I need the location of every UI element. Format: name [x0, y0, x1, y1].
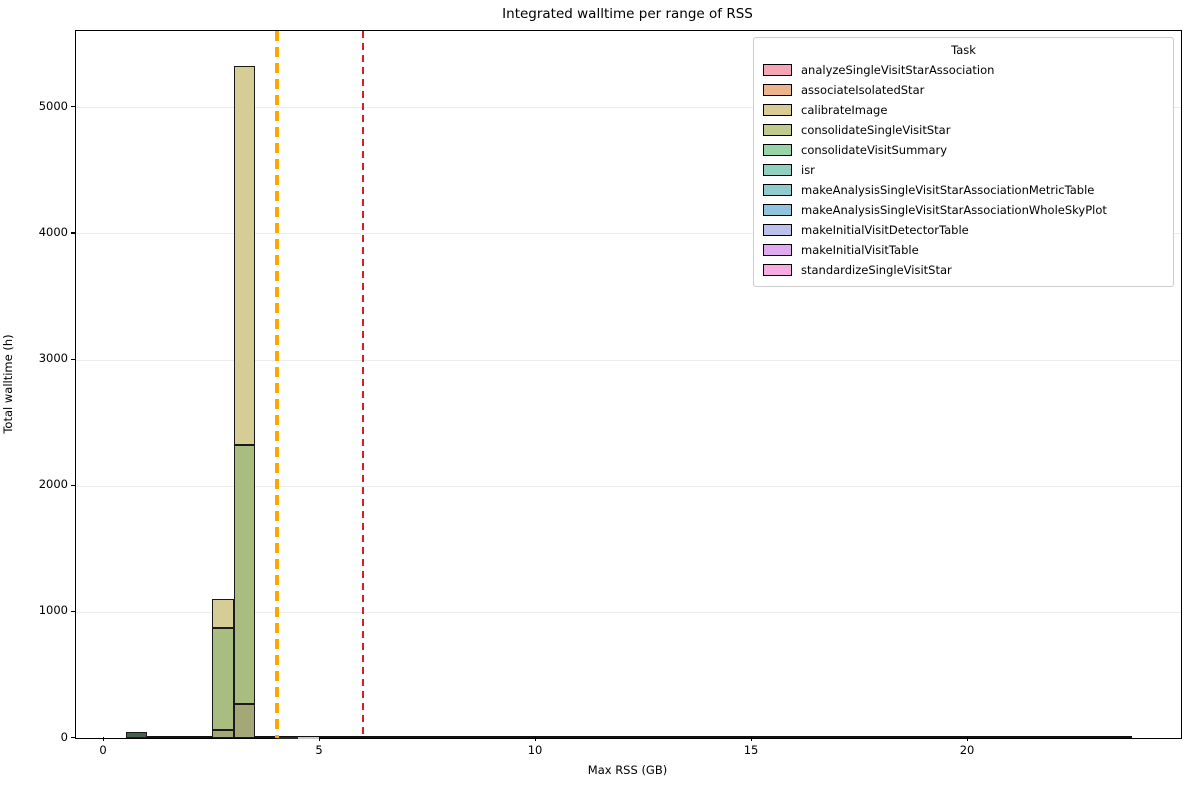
legend-item-0: analyzeSingleVisitStarAssociation — [754, 60, 1173, 80]
vline-threshold-4gb — [275, 31, 279, 738]
legend-swatch-icon — [763, 144, 792, 156]
histogram-bar-0.5-1-segment-0 — [125, 731, 148, 738]
x-tick-label-15: 15 — [743, 743, 759, 757]
vline-threshold-6gb — [362, 31, 365, 738]
y-tick-label-5000: 5000 — [38, 98, 68, 113]
legend-item-label: consolidateSingleVisitStar — [801, 123, 951, 137]
legend-item-4: consolidateVisitSummary — [754, 140, 1173, 160]
x-tick-5 — [319, 737, 321, 741]
legend-swatch-icon — [763, 184, 792, 196]
histogram-bar-3-3.5-segment-1 — [233, 444, 256, 704]
legend-item-label: consolidateVisitSummary — [801, 143, 948, 157]
legend-item-label: standardizeSingleVisitStar — [801, 263, 952, 277]
legend-item-2: calibrateImage — [754, 100, 1173, 120]
legend-item-label: makeInitialVisitTable — [801, 243, 919, 257]
y-tick-label-1000: 1000 — [38, 603, 68, 618]
gridline-y-5000 — [76, 107, 1181, 109]
y-axis-label: Total walltime (h) — [1, 334, 15, 434]
x-axis-label: Max RSS (GB) — [587, 763, 668, 777]
legend-item-7: makeAnalysisSingleVisitStarAssociationWh… — [754, 200, 1173, 220]
histogram-bar-2.5-3-segment-2 — [212, 599, 234, 628]
gridline-y-4000 — [76, 233, 1181, 235]
histogram-bar-2.5-3-segment-1 — [212, 627, 234, 731]
x-tick-10 — [535, 737, 537, 741]
y-tick-0 — [71, 737, 75, 739]
histogram-bar-3-3.5-segment-2 — [233, 65, 256, 445]
gridline-y-3000 — [76, 359, 1181, 361]
legend-swatch-icon — [763, 244, 792, 256]
legend-swatch-icon — [763, 124, 792, 136]
y-tick-label-2000: 2000 — [38, 477, 68, 492]
x-tick-label-5: 5 — [315, 743, 323, 757]
y-tick-5000 — [71, 106, 75, 108]
legend-item-6: makeAnalysisSingleVisitStarAssociationMe… — [754, 180, 1173, 200]
x-tick-label-0: 0 — [99, 743, 107, 757]
x-tick-label-10: 10 — [527, 743, 543, 757]
legend-item-1: associateIsolatedStar — [754, 80, 1173, 100]
legend-title: Task — [951, 43, 976, 57]
legend-item-label: analyzeSingleVisitStarAssociation — [801, 63, 995, 77]
legend-swatch-icon — [763, 164, 792, 176]
legend-item-10: standardizeSingleVisitStar — [754, 260, 1173, 280]
legend-item-label: isr — [801, 163, 815, 177]
legend-item-label: makeAnalysisSingleVisitStarAssociationMe… — [801, 183, 1095, 197]
legend-swatch-icon — [763, 84, 792, 96]
legend: Task analyzeSingleVisitStarAssociation as… — [753, 37, 1174, 287]
gridline-y-1000 — [76, 611, 1181, 613]
y-tick-label-3000: 3000 — [38, 351, 68, 366]
legend-swatch-icon — [763, 224, 792, 236]
legend-swatch-icon — [763, 104, 792, 116]
y-tick-1000 — [71, 610, 75, 613]
y-tick-label-4000: 4000 — [38, 224, 68, 239]
x-tick-0 — [103, 737, 105, 741]
y-tick-label-0: 0 — [60, 729, 68, 744]
legend-swatch-icon — [763, 204, 792, 216]
baseline-bar-edges — [125, 736, 1133, 738]
histogram-bar-4.5-5-segment-0 — [298, 737, 321, 740]
x-tick-label-20: 20 — [959, 743, 975, 757]
legend-item-9: makeInitialVisitTable — [754, 240, 1173, 260]
histogram-bar-4-4.5-segment-0 — [276, 736, 299, 739]
legend-item-label: associateIsolatedStar — [801, 83, 925, 97]
legend-item-8: makeInitialVisitDetectorTable — [754, 220, 1173, 240]
y-tick-2000 — [71, 484, 75, 486]
legend-item-3: consolidateSingleVisitStar — [754, 120, 1173, 140]
gridline-y-2000 — [76, 485, 1181, 487]
histogram-bar-2.5-3-segment-0 — [212, 730, 234, 738]
x-tick-20 — [967, 737, 969, 741]
legend-item-label: makeAnalysisSingleVisitStarAssociationWh… — [801, 203, 1107, 217]
legend-swatch-icon — [763, 64, 792, 76]
legend-item-label: calibrateImage — [801, 103, 888, 117]
y-tick-3000 — [71, 358, 75, 360]
chart-title: Integrated walltime per range of RSS — [502, 6, 753, 22]
legend-items: analyzeSingleVisitStarAssociation associa… — [754, 60, 1173, 280]
legend-item-5: isr — [754, 160, 1173, 180]
histogram-bar-3-3.5-segment-0 — [233, 703, 256, 738]
legend-swatch-icon — [763, 264, 792, 276]
y-tick-4000 — [71, 232, 75, 234]
x-tick-15 — [751, 737, 753, 741]
legend-item-label: makeInitialVisitDetectorTable — [801, 223, 969, 237]
